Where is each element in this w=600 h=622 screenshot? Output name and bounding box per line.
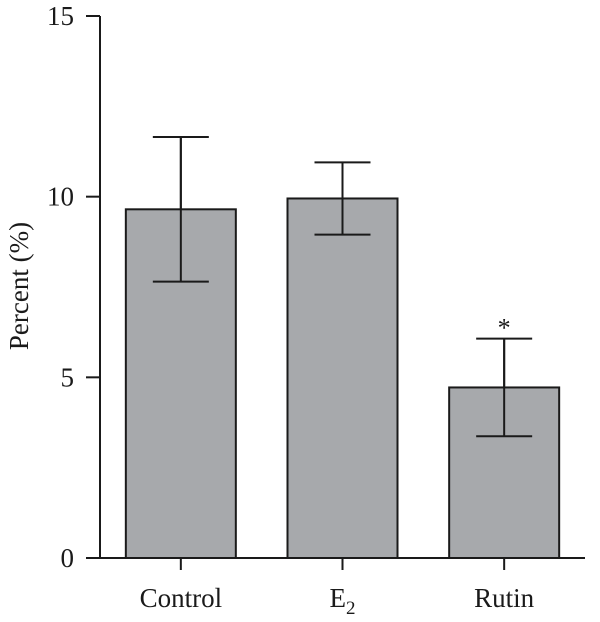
x-tick-label: Control <box>140 583 223 613</box>
x-tick-label: E2 <box>330 583 356 619</box>
y-tick-label: 5 <box>61 362 75 392</box>
bar <box>286 197 399 559</box>
y-tick-label: 10 <box>47 182 74 212</box>
significance-marker: * <box>498 314 511 343</box>
y-tick-label: 15 <box>47 1 74 31</box>
y-tick-label: 0 <box>61 543 75 573</box>
x-tick-label-subscript: 2 <box>346 598 356 619</box>
x-tick-label: Rutin <box>474 583 535 613</box>
y-axis-title: Percent (%) <box>4 222 34 350</box>
